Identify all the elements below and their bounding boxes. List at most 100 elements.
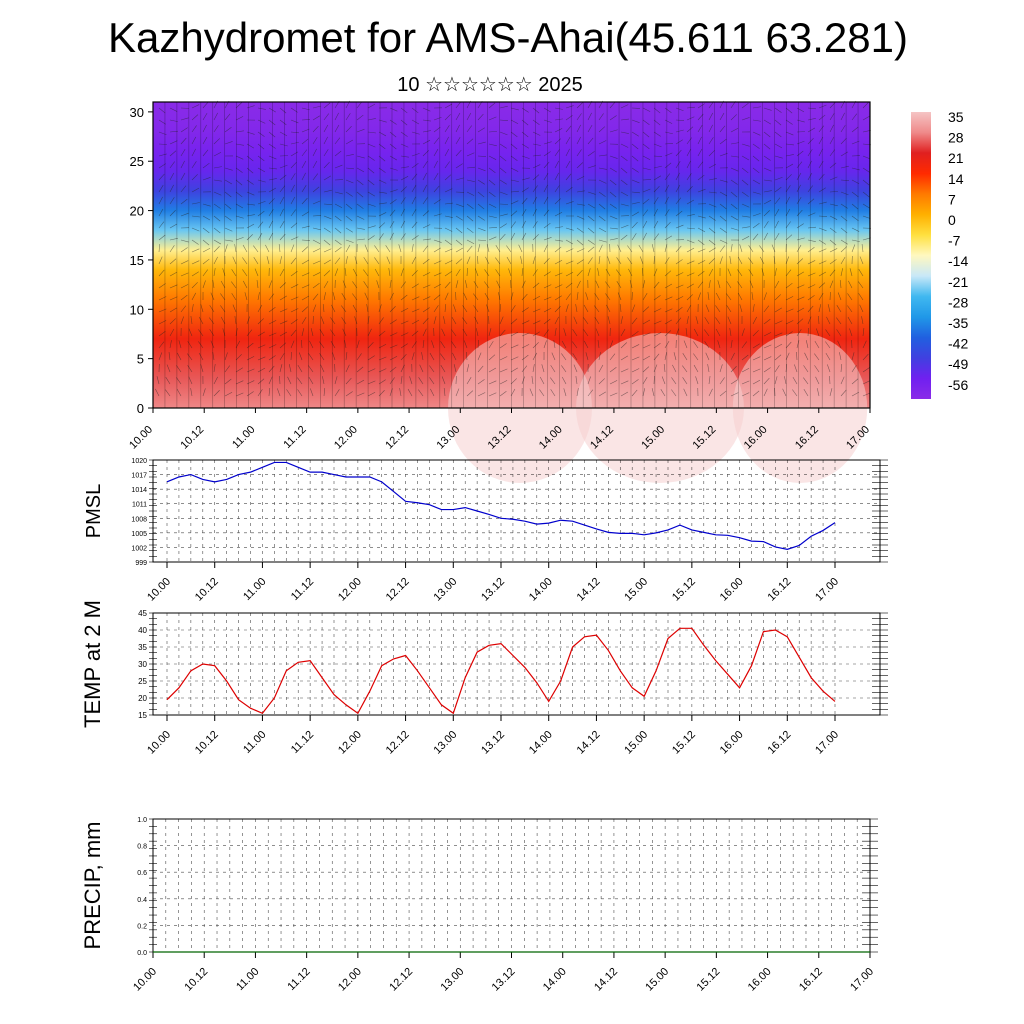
y-tick-label: 1005	[131, 531, 147, 538]
x-tick-label: 13.12	[490, 966, 518, 994]
y-tick-label: 1011	[132, 502, 147, 509]
y-tick-label: 0.0	[137, 950, 147, 957]
x-tick-label: 16.12	[765, 576, 793, 604]
y-axis-label: TEMP at 2 M	[80, 600, 105, 728]
x-tick-label: 17.00	[813, 576, 841, 604]
x-tick-label: 17.00	[813, 729, 841, 757]
x-tick-label: 12.00	[332, 424, 360, 452]
y-tick-label: 45	[138, 609, 147, 618]
x-tick-label: 14.12	[575, 729, 603, 757]
x-tick-label: 16.12	[765, 729, 793, 757]
y-tick-label: 0.6	[137, 870, 147, 877]
x-tick-label: 12.12	[387, 966, 415, 994]
colorbar-label: -42	[948, 336, 968, 352]
x-tick-label: 12.12	[383, 424, 411, 452]
x-tick-label: 11.12	[281, 424, 308, 451]
x-tick-label: 13.00	[431, 576, 459, 604]
x-tick-label: 11.12	[285, 966, 312, 993]
series-line	[166, 627, 836, 715]
y-tick-label: 15	[130, 253, 144, 268]
colorbar: 35 28 21 14 7 0 -7 -14 -21 -28 -35 -42 -49 -56	[911, 109, 968, 399]
x-tick-label: 10.12	[182, 966, 210, 994]
colorbar-label: -49	[948, 356, 968, 372]
y-tick-label: 0.4	[137, 897, 147, 904]
x-tick-label: 17.00	[848, 966, 876, 994]
page-subtitle: 10 ☆☆☆☆☆☆ 2025	[397, 74, 583, 96]
cross-section-panel: 0 5 10 15 20 25 30 10.00 10.12 11.00 11.12 12.00 12.…	[127, 100, 872, 483]
grid	[152, 818, 871, 953]
x-tick-label: 12.00	[336, 729, 364, 757]
y-tick-label: 1020	[131, 458, 147, 465]
colorbar-label: -56	[948, 377, 968, 393]
colorbar-ramp	[911, 112, 931, 399]
x-tick-label: 15.00	[622, 576, 650, 604]
x-tick-label: 16.12	[797, 966, 825, 994]
y-tick-label: 0	[137, 401, 144, 416]
page-title: Kazhydromet for AMS-Ahai(45.611 63.281)	[108, 14, 908, 61]
x-tick-label: 13.00	[438, 966, 466, 994]
colorbar-label: 0	[948, 212, 956, 228]
x-tick-label: 15.12	[695, 966, 723, 994]
x-tick-label: 14.00	[527, 576, 555, 604]
x-tick-label: 11.12	[289, 576, 316, 603]
x-tick-label: 12.12	[384, 576, 412, 604]
y-tick-label: 1017	[131, 473, 147, 480]
colorbar-label: 7	[948, 191, 956, 207]
x-tick-label: 16.00	[746, 966, 774, 994]
colorbar-label: -35	[948, 315, 968, 331]
x-tick-label: 16.00	[718, 729, 746, 757]
y-tick-label: 999	[135, 560, 147, 567]
colorbar-label: 35	[948, 109, 964, 125]
y-tick-label: 5	[137, 352, 144, 367]
colorbar-label: 21	[948, 150, 964, 166]
y-tick-label: 40	[138, 626, 147, 635]
y-tick-label: 35	[138, 643, 147, 652]
x-tick-label: 11.00	[234, 966, 261, 993]
x-tick-label: 13.00	[431, 729, 459, 757]
x-tick-label: 10.12	[193, 576, 221, 604]
x-tick-label: 12.12	[384, 729, 412, 757]
colorbar-label: -7	[948, 233, 961, 249]
x-tick-label: 14.12	[592, 966, 620, 994]
y-tick-label: 30	[138, 660, 147, 669]
colorbar-label: -28	[948, 294, 968, 310]
y-tick-label: 0.2	[137, 923, 147, 930]
x-tick-label: 15.00	[622, 729, 650, 757]
y-tick-label: 30	[130, 105, 144, 120]
x-tick-label: 15.00	[643, 966, 671, 994]
y-axis-label: PMSL	[83, 484, 105, 538]
colorbar-label: -21	[948, 274, 968, 290]
y-tick-label: 1008	[131, 516, 147, 523]
wind-barbs	[155, 100, 872, 397]
x-tick-label: 13.12	[479, 729, 507, 757]
precip-panel: 0.0 0.2 0.4 0.6 0.8 1.0 10.00 10.12 11.00 11.12 12…	[80, 817, 878, 994]
x-tick-label: 11.00	[241, 729, 268, 756]
grid	[152, 102, 871, 408]
x-tick-label: 11.12	[289, 729, 316, 756]
x-tick-label: 12.00	[336, 576, 364, 604]
colorbar-label: -14	[948, 253, 968, 269]
y-tick-label: 1002	[131, 545, 147, 552]
x-tick-label: 11.00	[241, 576, 268, 603]
temp-panel: 15 20 25 30 35 40 45 10.00 10.12 11.00 11.12 12.00 1…	[80, 600, 888, 757]
x-tick-label: 10.00	[127, 424, 155, 452]
x-tick-label: 15.12	[670, 576, 698, 604]
x-tick-label: 16.00	[718, 576, 746, 604]
y-tick-label: 0.8	[137, 844, 147, 851]
y-tick-label: 15	[138, 711, 147, 720]
y-tick-label: 1.0	[137, 817, 147, 824]
x-tick-label: 12.00	[336, 966, 364, 994]
pmsl-panel: 999 1002 1005 1008 1011 1014 1017 1020 10.00 10.1…	[83, 458, 888, 604]
y-tick-label: 10	[130, 302, 144, 317]
y-tick-label: 20	[138, 694, 147, 703]
x-tick-label: 13.12	[479, 576, 507, 604]
x-tick-label: 14.00	[541, 966, 569, 994]
y-tick-label: 25	[138, 677, 147, 686]
x-tick-label: 14.00	[527, 729, 555, 757]
grid	[153, 612, 880, 716]
colorbar-label: 28	[948, 130, 964, 146]
y-axis-label: PRECIP, mm	[80, 822, 105, 950]
colorbar-label: 14	[948, 171, 964, 187]
x-tick-label: 10.12	[178, 424, 206, 452]
x-tick-label: 10.00	[145, 576, 173, 604]
